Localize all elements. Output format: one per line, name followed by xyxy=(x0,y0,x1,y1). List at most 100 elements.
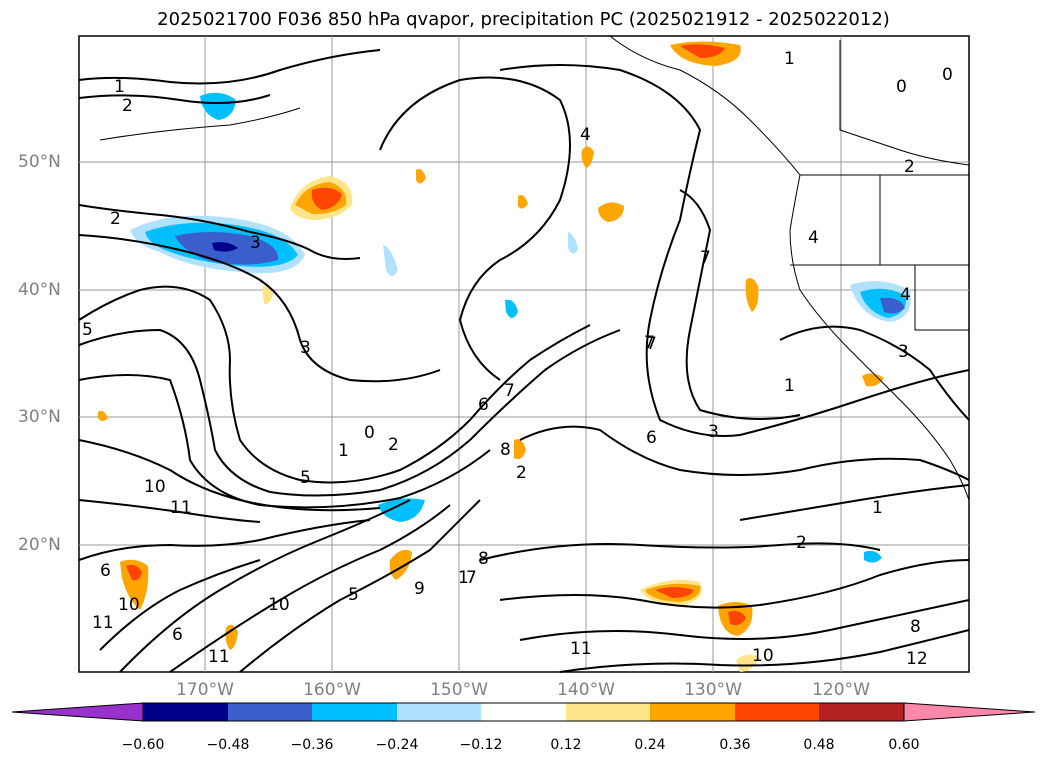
coastlines xyxy=(99,35,970,501)
contour-label: 6 xyxy=(646,428,657,448)
contour-label: 12 xyxy=(906,649,928,669)
colorbar-tick: −0.24 xyxy=(375,737,419,753)
contour-label: 8 xyxy=(910,617,921,637)
colorbar-extend-high xyxy=(903,702,1036,722)
positive-anomaly-patch xyxy=(745,278,759,312)
positive-anomaly-patch xyxy=(736,654,760,672)
contour-label: 0 xyxy=(942,65,953,85)
colorbar-segment xyxy=(819,703,904,721)
colorbar xyxy=(11,702,1036,722)
contour-label: 0 xyxy=(364,423,375,443)
contour-label: 2 xyxy=(110,209,121,229)
map-frame xyxy=(78,35,970,673)
contour-label: 9 xyxy=(414,579,425,599)
colorbar-extend-low xyxy=(11,702,144,722)
colorbar-segment xyxy=(397,703,481,721)
contour-label: 2 xyxy=(516,463,527,483)
positive-anomaly-patch xyxy=(728,610,746,626)
lat-label: 20°N xyxy=(18,535,61,555)
contour-label: 10 xyxy=(268,595,290,615)
lon-label: 150°W xyxy=(430,680,488,700)
positive-anomaly-patch xyxy=(262,285,274,305)
positive-anomaly-patch xyxy=(862,373,884,387)
negative-anomaly-patch xyxy=(505,299,518,318)
contour-label: 4 xyxy=(580,125,591,145)
lon-label: 170°W xyxy=(176,680,234,700)
contour-label: 7 xyxy=(504,381,515,401)
negative-anomaly-patch xyxy=(383,245,398,276)
graticule xyxy=(79,36,969,672)
contour-label: 1 xyxy=(458,568,469,588)
negative-anomaly-patch xyxy=(568,232,578,254)
contour-label: 8 xyxy=(478,549,489,569)
contour-label: 2 xyxy=(904,157,915,177)
colorbar-tick: −0.60 xyxy=(121,737,165,753)
contour-label: 6 xyxy=(100,561,111,581)
colorbar-segment xyxy=(228,703,312,721)
positive-anomaly-patch xyxy=(680,44,725,58)
colorbar-segment xyxy=(143,703,228,721)
contour-label: 11 xyxy=(208,647,230,667)
colorbar-segment xyxy=(735,703,819,721)
colorbar-tick: 0.48 xyxy=(803,737,835,753)
contour-label: 7 xyxy=(466,568,477,588)
colorbar-segment xyxy=(650,703,735,721)
contour-label: 2 xyxy=(122,96,133,116)
contour-label: 3 xyxy=(708,422,719,442)
colorbar-tick: 0.36 xyxy=(719,737,751,753)
negative-anomaly-patch xyxy=(880,297,905,314)
negative-anomaly-patch xyxy=(864,550,882,563)
lon-label: 140°W xyxy=(557,680,615,700)
lat-label: 40°N xyxy=(18,280,61,300)
positive-anomaly-patch xyxy=(389,549,412,580)
contour-labels: 1 2 2 3 3 0 1 2 5 10 11 6 7 8 2 7 7 6 3 … xyxy=(82,49,953,669)
contour-label: 1 xyxy=(114,77,125,97)
contour-label: 6 xyxy=(172,625,183,645)
contour-label: 1 xyxy=(872,498,883,518)
positive-anomaly-patch xyxy=(581,146,594,168)
contour-label: 8 xyxy=(500,440,511,460)
negative-anomaly-patch xyxy=(200,92,236,120)
contour-label: 10 xyxy=(144,477,166,497)
contour-label: 3 xyxy=(250,233,261,253)
map-title: 2025021700 F036 850 hPa qvapor, precipit… xyxy=(157,9,890,30)
positive-anomaly-patch xyxy=(518,195,528,209)
colorbar-tick: −0.36 xyxy=(290,737,334,753)
positive-anomaly-patch xyxy=(514,439,526,459)
colorbar-segment xyxy=(481,703,566,721)
lon-label: 130°W xyxy=(684,680,742,700)
positive-anomaly-patch xyxy=(416,169,426,184)
contour-label: 1 xyxy=(784,376,795,396)
positive-anomaly-patch xyxy=(126,564,142,581)
contour-label: 10 xyxy=(118,595,140,615)
lat-label: 50°N xyxy=(18,152,61,172)
contour-label: 3 xyxy=(300,338,311,358)
contour-label: 6 xyxy=(478,395,489,415)
contour-label: 11 xyxy=(92,613,114,633)
negative-anomaly-patch xyxy=(378,498,425,522)
contour-label: 4 xyxy=(808,228,819,248)
contour-label: 3 xyxy=(898,342,909,362)
negative-anomaly-patch xyxy=(212,242,238,252)
contour-label: 5 xyxy=(82,320,93,340)
colorbar-tick: 0.12 xyxy=(550,737,582,753)
contour-label: 4 xyxy=(900,285,911,305)
contour-label: 5 xyxy=(348,585,359,605)
colorbar-tick: −0.12 xyxy=(459,737,503,753)
lat-label: 30°N xyxy=(18,407,61,427)
contour-label: 2 xyxy=(796,533,807,553)
contour-label: 11 xyxy=(170,498,192,518)
contour-label: 7 xyxy=(700,248,711,268)
qvapor-contours xyxy=(78,49,970,673)
colorbar-segment xyxy=(312,703,397,721)
contour-label: 1 xyxy=(784,49,795,69)
contour-label: 5 xyxy=(300,468,311,488)
colorbar-segment xyxy=(566,703,650,721)
contour-label: 11 xyxy=(570,639,592,659)
lon-label: 120°W xyxy=(812,680,870,700)
contour-label: 10 xyxy=(752,646,774,666)
contour-label: 7 xyxy=(644,333,655,353)
colorbar-tick: −0.48 xyxy=(206,737,250,753)
positive-anomaly-patch xyxy=(655,587,694,598)
